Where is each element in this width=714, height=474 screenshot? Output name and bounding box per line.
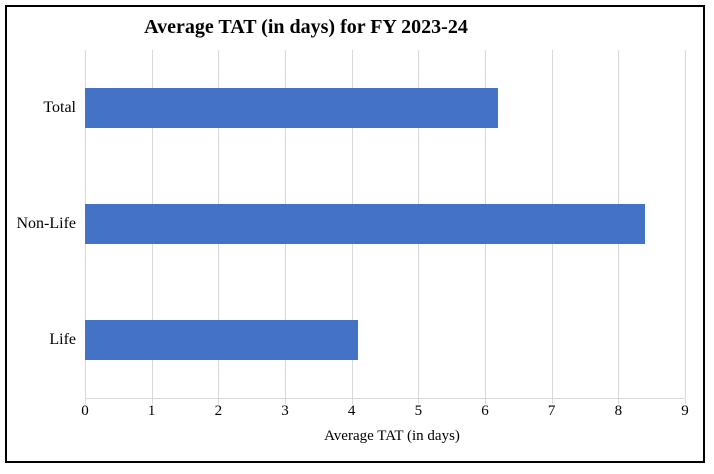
- x-tick-label: 7: [547, 403, 556, 419]
- axis-tick: [285, 399, 286, 404]
- axis-tick: [151, 399, 153, 404]
- x-tick-label: 3: [281, 403, 289, 419]
- axis-tick: [218, 399, 220, 404]
- x-axis-line: [85, 398, 685, 399]
- x-tick-label: 5: [414, 403, 423, 419]
- axis-tick: [618, 399, 620, 404]
- x-tick-label: 9: [681, 403, 689, 419]
- axis-tick: [351, 399, 353, 404]
- axis-tick: [418, 399, 420, 404]
- chart-border: [5, 5, 705, 463]
- y-axis-label-total: Total: [43, 99, 76, 116]
- y-axis-label-life: Life: [49, 331, 76, 348]
- x-tick-label: 4: [347, 403, 356, 419]
- plot-area: [85, 50, 686, 404]
- x-axis-title: Average TAT (in days): [324, 428, 460, 444]
- x-tick-label: 1: [147, 403, 156, 419]
- axis-tick: [85, 399, 86, 404]
- x-tick-label: 2: [214, 403, 223, 419]
- x-tick-label: 8: [614, 403, 623, 419]
- axis-tick: [551, 399, 553, 404]
- bar-total: [85, 88, 499, 128]
- chart-title: Average TAT (in days) for FY 2023-24: [144, 16, 468, 38]
- axis-tick: [685, 399, 686, 404]
- x-tick-label: 6: [481, 403, 489, 419]
- bar-life: [85, 320, 359, 360]
- bar-non-life: [85, 204, 645, 244]
- axis-tick: [485, 399, 486, 404]
- gridline: [685, 50, 686, 398]
- y-axis-label-non-life: Non-Life: [16, 215, 76, 232]
- x-tick-label: 0: [81, 403, 89, 419]
